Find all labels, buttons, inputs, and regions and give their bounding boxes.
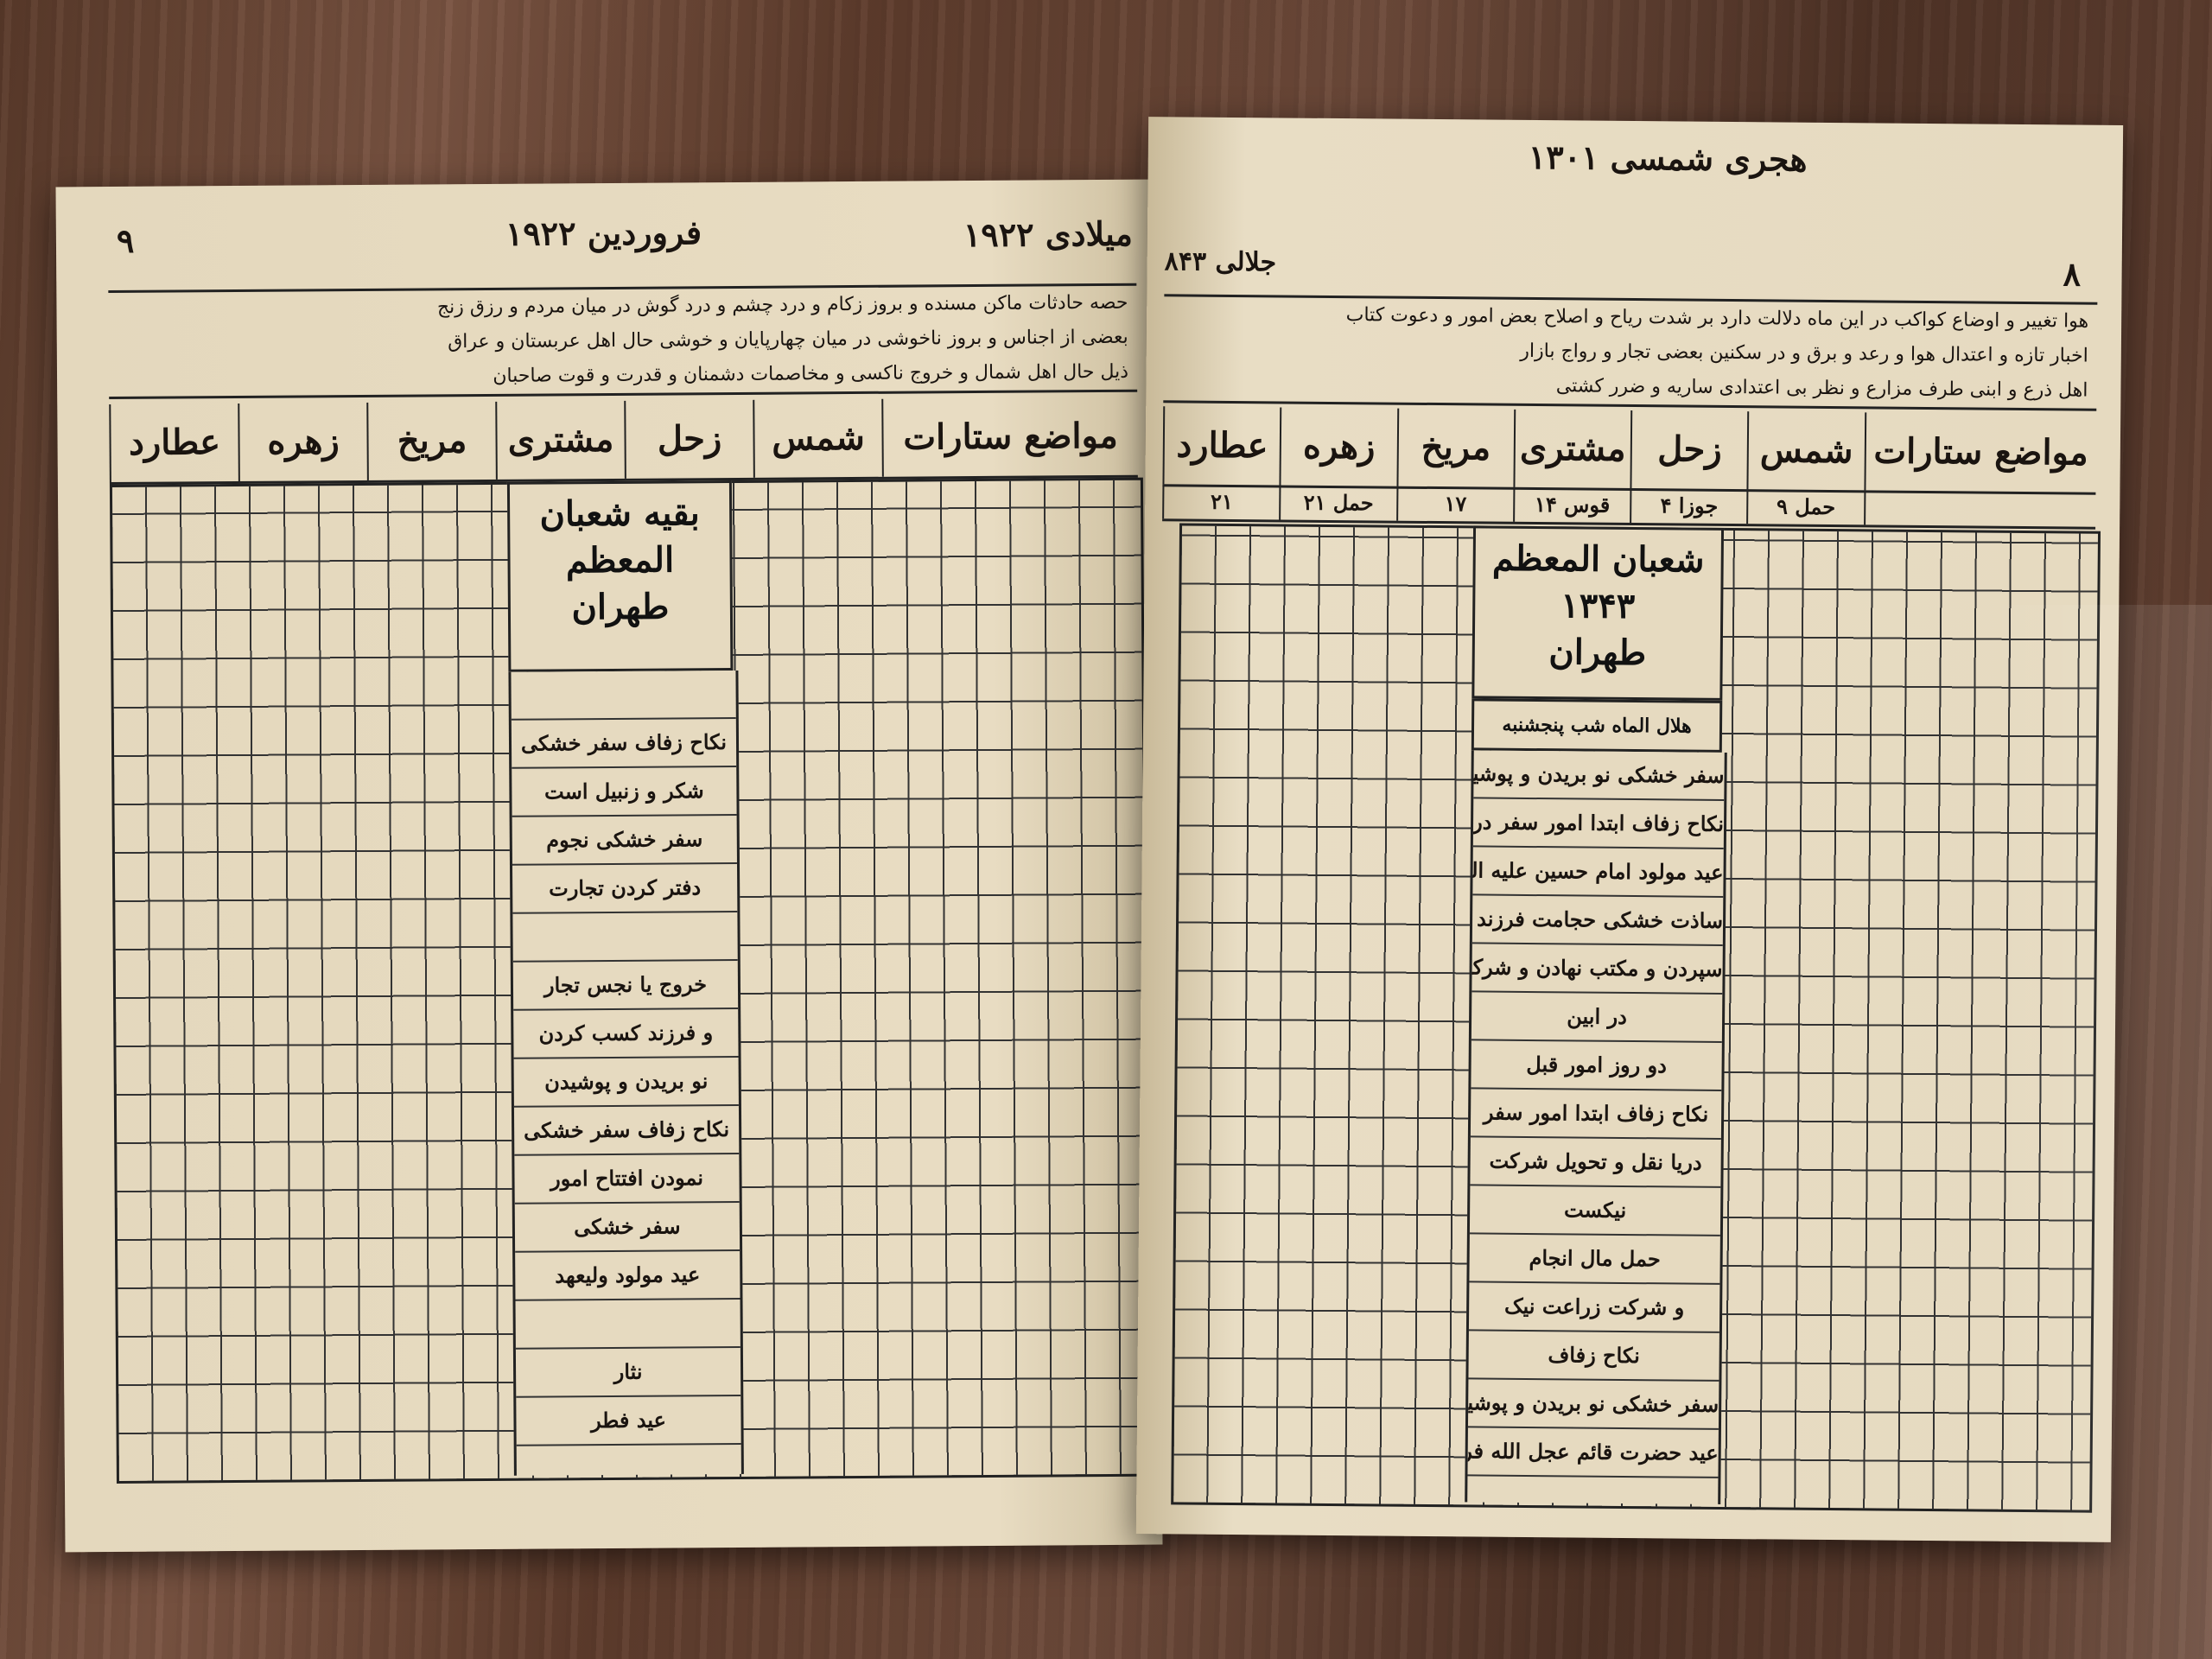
event-cell: عید حضرت قائم عجل الله فرجه: [1467, 1427, 1719, 1478]
planet-header: زحل: [624, 399, 753, 479]
event-cell: حمل مال انجام: [1469, 1234, 1720, 1285]
right-page: ۸ هجری شمسی ۱۳۰۱ جلالی ۸۴۳ هوا تغییر و ا…: [1135, 117, 2124, 1542]
crescent-note: هلال الماه شب پنجشنبه: [1471, 698, 1723, 753]
planet-position: قوس ۱۴: [1512, 486, 1630, 523]
event-cell: نو بریدن و پوشیدن: [513, 1057, 739, 1108]
header-left: جلالی ۸۴۳: [1164, 246, 1277, 278]
month-name: شعبان المعظم ۱۳۴۳: [1491, 537, 1705, 627]
planet-position-row: حمل ۹ جوزا ۴ قوس ۱۴ ۱۷ حمل ۲۱ ۲۱: [1162, 484, 2096, 530]
planet-position: ۱۷: [1395, 486, 1514, 522]
event-cell: شکر و زنبیل است: [512, 766, 737, 817]
planet-position: ۲۱: [1162, 484, 1280, 520]
month-title: بقیه شعبان المعظم طهران: [506, 480, 734, 672]
event-cell: سفر خشکی نو بریدن و پوشیدن: [1473, 750, 1725, 801]
planet-header-row: مواضع ستارات شمس زحل مشتری مریخ زهره عطا…: [1162, 406, 2097, 495]
planet-header: مریخ: [1395, 408, 1514, 487]
planet-header: زهره: [238, 402, 367, 481]
event-cell: نثار: [515, 1347, 741, 1398]
forecast-line: اهل ذرع و ابنی طرف مزارع و نظر بی اعتداد…: [1555, 375, 2088, 402]
events-column: سفر خشکی نو بریدن و پوشیدن نکاح زفاف ابتد…: [1465, 750, 1727, 1504]
planet-header: مشتری: [1513, 409, 1631, 488]
event-cell: عید مولود امام حسین علیه السلام: [1472, 847, 1724, 898]
planet-position: حمل ۲۱: [1279, 485, 1396, 521]
event-cell: سفر خشکی نجوم: [512, 815, 737, 866]
event-cell: و شرکت زراعت نیک: [1468, 1282, 1720, 1333]
event-cell: [515, 1299, 741, 1350]
event-cell: سفر خشکی: [514, 1202, 741, 1253]
event-cell: سپردن و مکتب نهادن و شرکت: [1471, 944, 1723, 995]
event-cell: نیکست: [1469, 1185, 1721, 1236]
event-cell: نکاح زفاف ابتدا امور سفر دریا: [1472, 798, 1725, 849]
event-cell: ساذت خشکی حجامت فرزند بدنیا: [1471, 895, 1724, 946]
planet-position: حمل ۹: [1746, 489, 1864, 525]
event-cell: در ابین: [1471, 992, 1723, 1043]
event-cell: عید مولود ولیعهد: [515, 1250, 741, 1301]
city-name: طهران: [571, 586, 670, 628]
forecast-line: ذیل حال اهل شمال و خروج ناکسی و مخاصمات …: [493, 360, 1129, 387]
planet-header: شمس: [1746, 411, 1865, 491]
event-cell: نکاح زفاف: [1468, 1331, 1719, 1382]
event-cell: [512, 912, 738, 963]
event-cell: نکاح زفاف سفر خشکی: [513, 1105, 740, 1156]
event-cell: نمودن افتتاح امور: [514, 1154, 740, 1205]
planet-header: شمس: [753, 398, 882, 478]
event-cell: [511, 670, 736, 721]
event-cell: و فرزند کسب کردن: [513, 1008, 739, 1059]
planet-header: عطارد: [1162, 406, 1281, 486]
planet-header: مریخ: [366, 401, 496, 480]
event-cell: خروج یا نجس تجار: [512, 960, 739, 1011]
events-column: نکاح زفاف سفر خشکی شکر و زنبیل است سفر خشک…: [508, 670, 744, 1476]
forecast-text: حصه حادثات ماکن مسنده و بروز زکام و درد …: [108, 283, 1138, 400]
event-cell: عید فطر: [516, 1395, 741, 1446]
planet-header: مواضع ستارات: [1863, 412, 2097, 493]
header-center: فروردین ۱۹۲۲: [505, 213, 702, 253]
left-page: ۹ فروردین ۱۹۲۲ میلادی ۱۹۲۲ حصه حادثات ما…: [55, 179, 1163, 1553]
planet-header: مواضع ستارات: [881, 397, 1138, 477]
page-number: ۹: [116, 220, 135, 260]
month-name: بقیه شعبان المعظم: [539, 493, 700, 582]
planet-header: مشتری: [495, 400, 625, 480]
header-center: هجری شمسی ۱۳۰۱: [1528, 137, 1808, 179]
event-cell: دریا نقل و تحویل شرکت: [1470, 1137, 1721, 1188]
event-cell: دفتر کردن تجارت: [512, 863, 738, 914]
planet-header: زحل: [1630, 410, 1748, 490]
forecast-text: هوا تغییر و اوضاع کواکب در این ماه دلالت…: [1163, 294, 2098, 411]
event-cell: دو روز امور قبل: [1471, 1040, 1722, 1091]
planet-header: زهره: [1279, 407, 1397, 486]
header-right: میلادی ۱۹۲۲: [963, 213, 1134, 255]
page-number: ۸: [2063, 254, 2082, 294]
event-cell: نکاح زفاف سفر خشکی: [511, 718, 737, 769]
planet-position: جوزا ۴: [1630, 487, 1747, 524]
city-name: طهران: [1548, 632, 1647, 674]
event-cell: نکاح زفاف ابتدا امور سفر: [1470, 1089, 1722, 1140]
month-title: شعبان المعظم ۱۳۴۳ طهران: [1471, 525, 1725, 701]
planet-header-row: مواضع ستارات شمس زحل مشتری مریخ زهره عطا…: [109, 397, 1138, 486]
event-cell: سفر خشکی نو بریدن و پوشیدن نیک: [1467, 1379, 1719, 1430]
planet-header: عطارد: [109, 403, 238, 483]
